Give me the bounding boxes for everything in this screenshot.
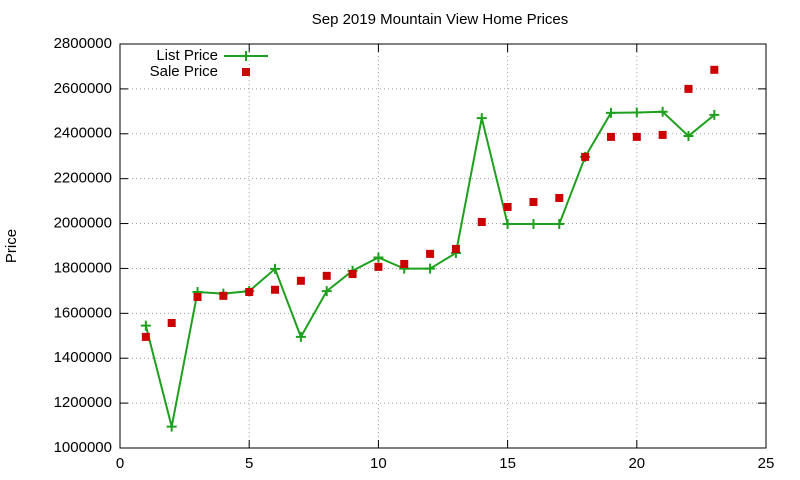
chart-title: Sep 2019 Mountain View Home Prices xyxy=(312,11,569,28)
x-tick-label: 15 xyxy=(499,455,516,472)
x-tick-label: 10 xyxy=(370,455,387,472)
point xyxy=(140,320,151,331)
legend-label: List Price xyxy=(156,47,218,64)
point xyxy=(219,291,228,300)
point xyxy=(605,107,616,118)
point xyxy=(141,332,150,341)
point xyxy=(657,106,668,117)
point xyxy=(710,65,719,74)
y-tick-label: 2000000 xyxy=(54,215,112,232)
point xyxy=(502,219,513,230)
point xyxy=(477,217,486,226)
point xyxy=(373,252,384,263)
point xyxy=(400,259,409,268)
x-tick-label: 5 xyxy=(245,455,253,472)
point xyxy=(658,130,667,139)
plot-border xyxy=(119,43,767,449)
legend-label: Sale Price xyxy=(150,63,218,80)
point xyxy=(683,131,694,142)
point xyxy=(348,270,357,279)
point xyxy=(476,113,487,124)
y-tick-label: 2800000 xyxy=(54,35,112,52)
y-tick-label: 2400000 xyxy=(54,125,112,142)
legend-marker xyxy=(241,51,251,61)
y-tick-label: 1200000 xyxy=(54,394,112,411)
y-axis-label: Price xyxy=(3,229,20,263)
point xyxy=(322,271,331,280)
point xyxy=(684,84,693,93)
point xyxy=(271,285,280,294)
point xyxy=(581,152,590,161)
point xyxy=(631,107,642,118)
y-tick-label: 1600000 xyxy=(54,304,112,321)
y-tick-label: 1400000 xyxy=(54,349,112,366)
x-tick-label: 20 xyxy=(628,455,645,472)
point xyxy=(451,244,460,253)
point xyxy=(193,292,202,301)
x-tick-label: 0 xyxy=(116,455,124,472)
point xyxy=(321,286,332,297)
point xyxy=(528,219,539,230)
y-tick-label: 2600000 xyxy=(54,80,112,97)
legend-marker xyxy=(242,68,250,76)
x-tick-label: 25 xyxy=(758,455,775,472)
point xyxy=(554,219,565,230)
point xyxy=(296,276,305,285)
point xyxy=(709,109,720,120)
point xyxy=(295,331,306,342)
point xyxy=(426,249,435,258)
point xyxy=(374,262,383,271)
point xyxy=(167,318,176,327)
point xyxy=(606,132,615,141)
point xyxy=(270,263,281,274)
point xyxy=(245,288,254,297)
point xyxy=(425,263,436,274)
y-tick-label: 1800000 xyxy=(54,259,112,276)
y-tick-label: 1000000 xyxy=(54,439,112,456)
point xyxy=(555,193,564,202)
point xyxy=(503,202,512,211)
point xyxy=(632,132,641,141)
y-tick-label: 2200000 xyxy=(54,170,112,187)
point xyxy=(166,421,177,432)
point xyxy=(529,198,538,207)
